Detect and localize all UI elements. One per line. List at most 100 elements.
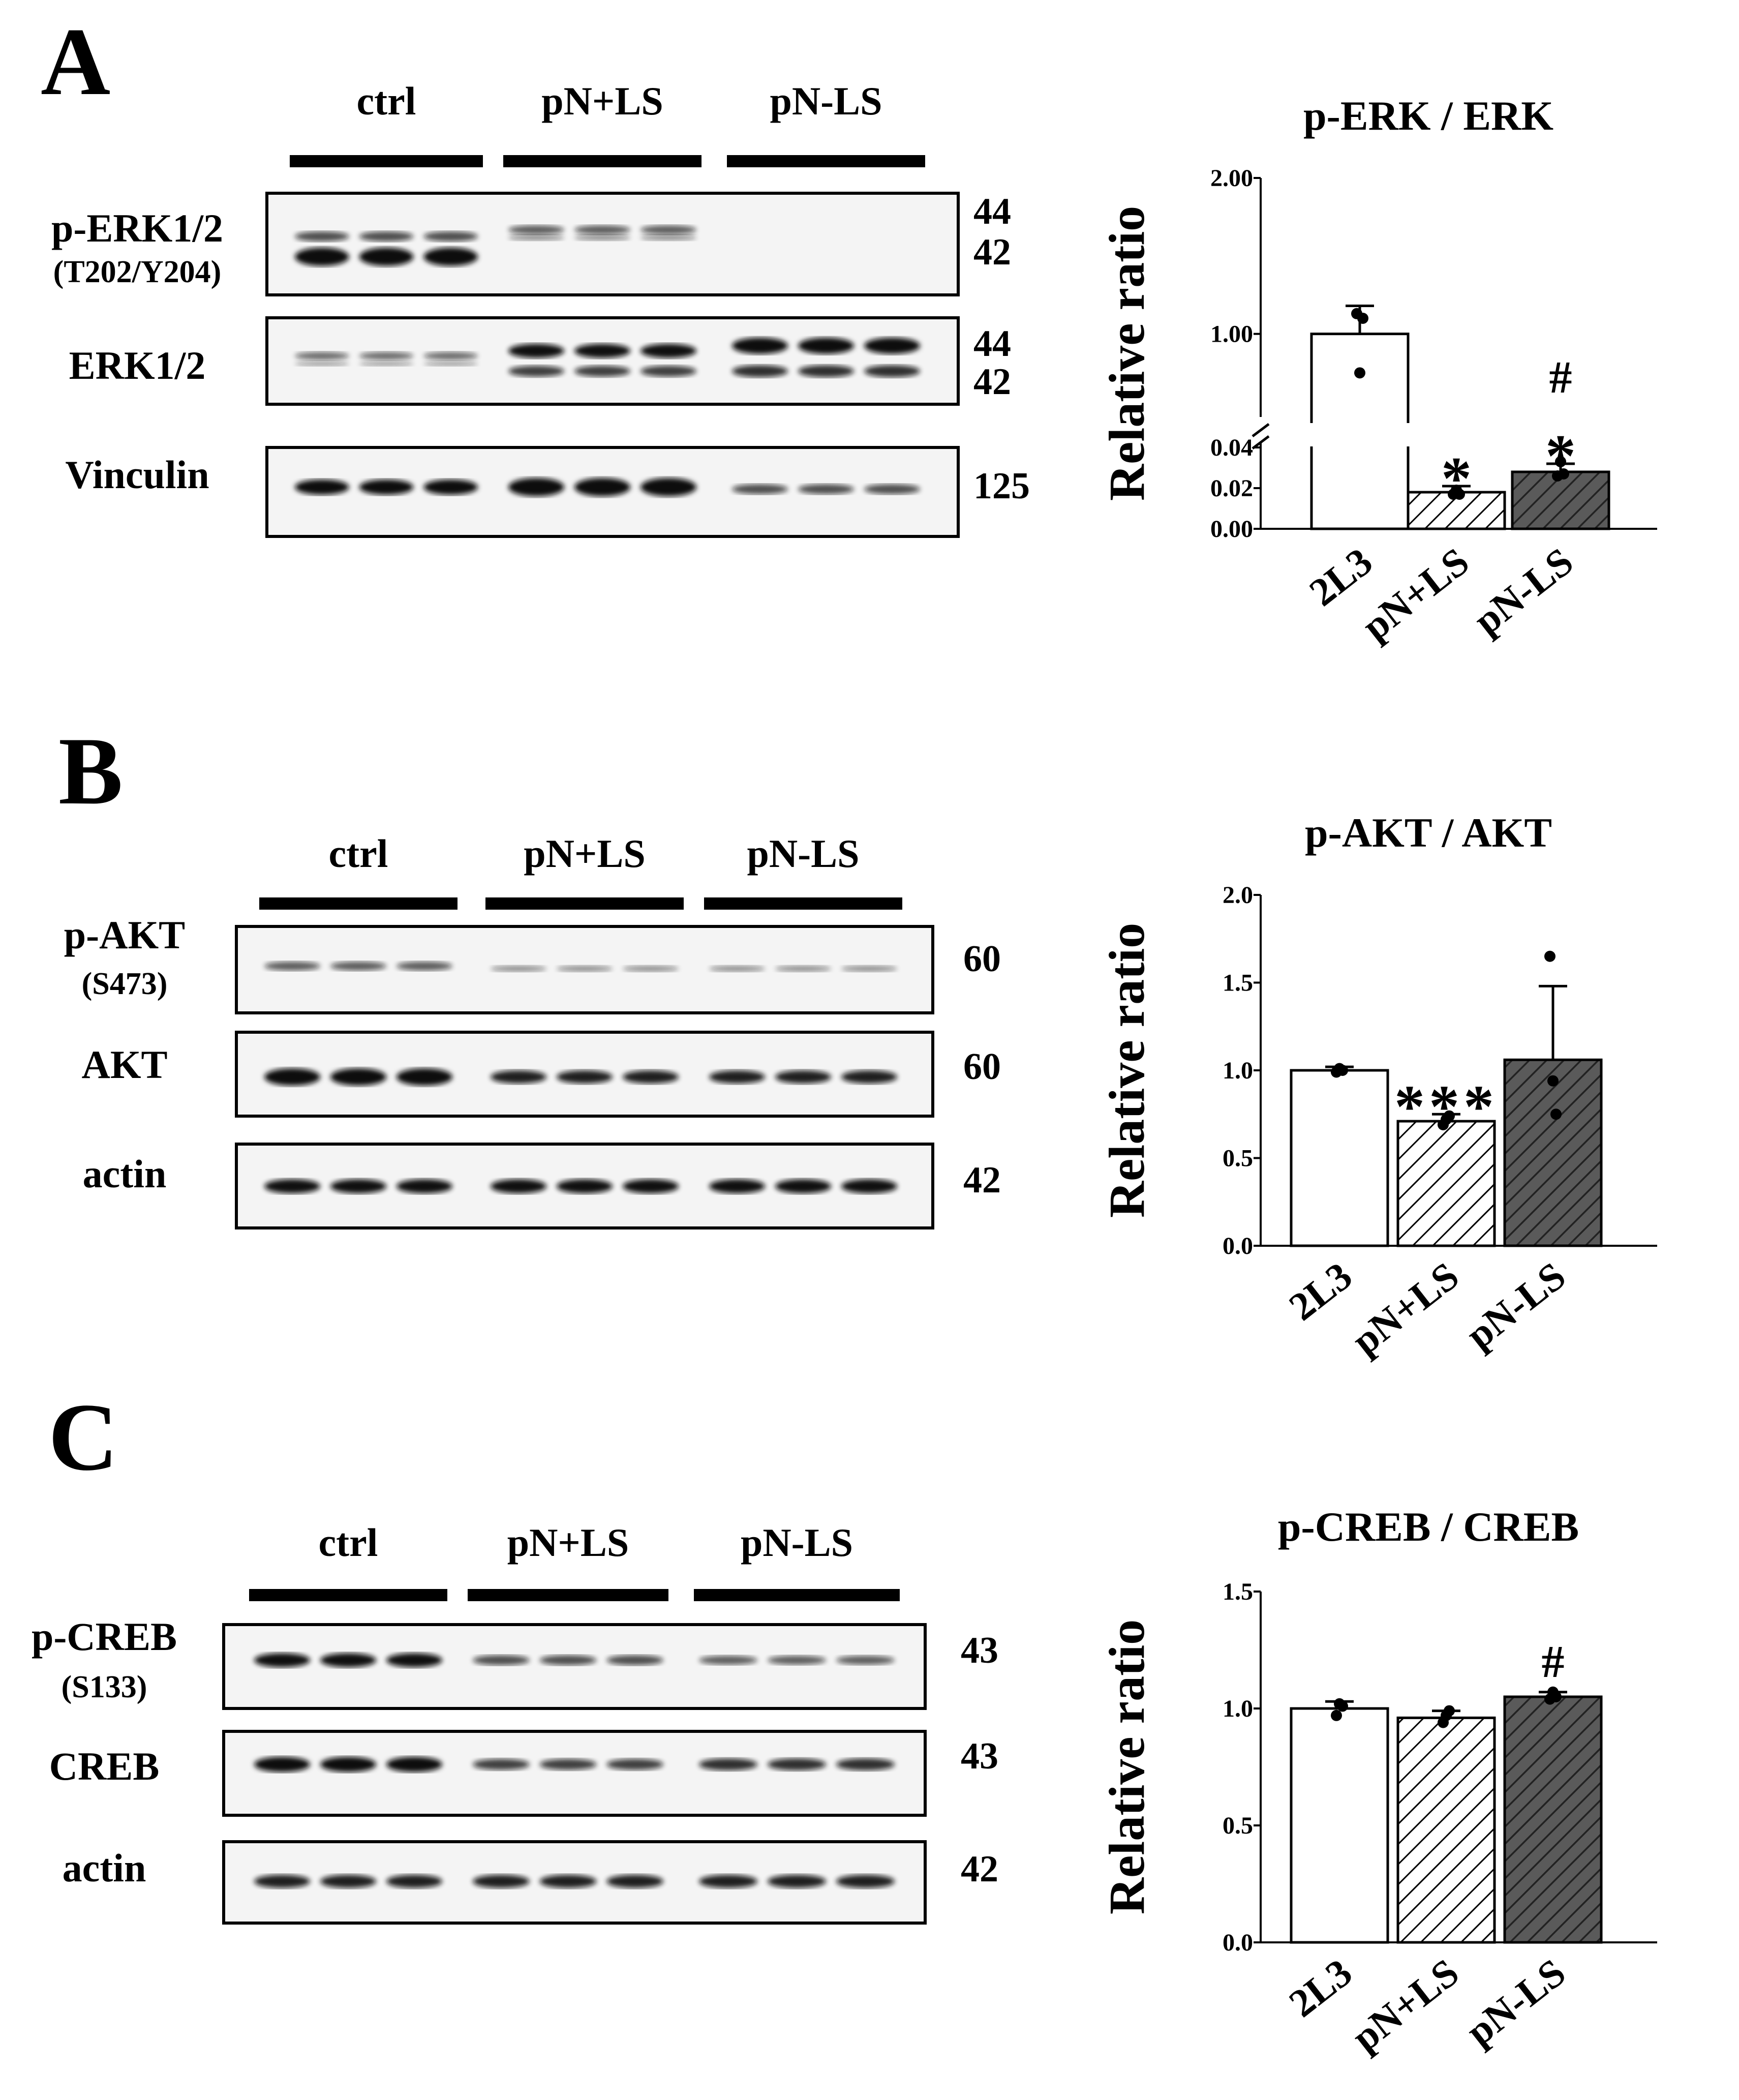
blot-band <box>396 1179 452 1193</box>
blot-band <box>557 966 613 972</box>
blot-mw-marker: 42 <box>961 1848 998 1890</box>
blot-band <box>768 1758 826 1771</box>
blot-band <box>539 1655 597 1665</box>
chart-title: p-ERK / ERK <box>1303 93 1553 139</box>
blot-band <box>491 966 546 972</box>
blot-row-sublabel: (S473) <box>82 967 168 1001</box>
blot-band <box>732 484 788 494</box>
blot-band <box>768 1875 826 1888</box>
x-category-label: pN-LS <box>1458 1253 1574 1358</box>
significance-mark: # <box>1549 352 1572 403</box>
blot-band <box>557 1070 613 1084</box>
bar-pn-ls <box>1503 1695 1603 1944</box>
blot-band <box>557 1179 613 1193</box>
blot-band <box>798 484 854 494</box>
blot-band <box>254 1757 310 1772</box>
blot-band <box>709 966 765 972</box>
y-axis-label: Relative ratio <box>1099 1619 1155 1914</box>
x-category-label: 2L3 <box>1280 1253 1360 1329</box>
y-tick-label: 0.0 <box>1223 1233 1253 1259</box>
blot-band <box>623 1070 679 1084</box>
blot-mw-marker: 125 <box>973 465 1030 507</box>
blot-band <box>295 248 349 266</box>
x-category-label: 2L3 <box>1280 1950 1360 2026</box>
x-category-label: pN-LS <box>1466 539 1581 643</box>
blot-band <box>574 478 630 496</box>
x-category-label: pN-LS <box>1458 1950 1574 2054</box>
blot-band <box>254 1653 310 1667</box>
blot-group-bar <box>259 897 457 910</box>
blot-band <box>574 366 630 377</box>
blot-group-label: pN+LS <box>507 1520 629 1565</box>
blot-band <box>623 1179 679 1193</box>
blot-band <box>386 1875 442 1888</box>
blot-band <box>473 1655 530 1665</box>
bar-pn-ls <box>1396 1716 1496 1944</box>
data-point <box>1544 950 1555 962</box>
blot-band <box>295 352 349 360</box>
blot-band <box>798 338 854 354</box>
blot-band <box>836 1875 895 1888</box>
blot-group-label: pN+LS <box>541 79 663 123</box>
blot-mw-marker: 44 <box>973 323 1011 365</box>
y-tick-label: 1.5 <box>1223 1578 1253 1605</box>
blot-group-label: pN-LS <box>747 831 859 876</box>
significance-mark: * <box>1441 444 1472 512</box>
blot-band <box>709 1070 765 1084</box>
significance-mark: # <box>1542 1637 1565 1687</box>
y-tick-label: 0.04 <box>1210 434 1253 461</box>
blot-band <box>699 1758 757 1771</box>
blot-group-label: ctrl <box>357 79 416 123</box>
blot-row-sublabel: (S133) <box>62 1670 147 1704</box>
blot-mw-marker: 42 <box>973 231 1011 273</box>
blot-band <box>386 1757 442 1772</box>
panel-letter-c: C <box>48 1384 118 1491</box>
y-axis-label: Relative ratio <box>1099 923 1155 1218</box>
blot-panel-a: ctrl pN+LS pN-LSp-ERK1/2(T202/Y204)4442ERK… <box>51 79 1030 538</box>
blot-row-label: Vinculin <box>65 453 209 497</box>
blot-mw-marker: 43 <box>961 1630 998 1671</box>
blot-band <box>491 1070 546 1084</box>
blot-band <box>732 365 788 377</box>
bar-2l3 <box>1290 1707 1389 1944</box>
blot-band <box>640 344 696 358</box>
blot-group-bar <box>503 155 701 167</box>
blot-band <box>473 1759 530 1770</box>
y-tick-label: 0.00 <box>1210 516 1253 543</box>
blot-band <box>798 365 854 377</box>
blot-group-label: pN-LS <box>770 79 882 123</box>
blot-band <box>606 1875 663 1888</box>
data-point <box>1454 489 1465 500</box>
bar-charts: p-ERK / ERK Relative ratio 0.00 0.02 0.04 1.0… <box>1099 93 1657 2060</box>
blot-panel-c: ctrl pN+LS pN-LS p-CREB (S133) 43 CREB 43 actin 4… <box>32 1520 998 1925</box>
bar-pn-ls <box>1511 470 1610 530</box>
blot-band <box>699 1875 757 1888</box>
blot-membrane <box>265 192 960 296</box>
blot-band <box>709 1179 765 1193</box>
blot-band <box>640 234 696 241</box>
blot-mw-marker: 60 <box>963 1046 1001 1088</box>
blot-band <box>320 1757 376 1772</box>
chart-title: p-AKT / AKT <box>1305 809 1552 856</box>
blot-band <box>508 366 564 377</box>
blot-band <box>359 248 414 266</box>
blot-band <box>295 231 349 242</box>
blot-group-bar <box>249 1589 447 1601</box>
blot-group-label: ctrl <box>319 1520 378 1565</box>
bar-break-gap <box>1309 423 1410 446</box>
blot-band <box>264 962 320 971</box>
blot-group-bar <box>468 1589 668 1601</box>
significance-mark: * <box>1545 422 1576 490</box>
blot-mw-marker: 42 <box>963 1159 1001 1201</box>
blot-band <box>606 1759 663 1770</box>
y-tick-label: 1.00 <box>1210 321 1253 348</box>
bar-2l3 <box>1290 1069 1389 1247</box>
blot-band <box>841 966 897 972</box>
chart-3: p-CREB / CREB Relative ratio 0.0 0.5 1.0 1.5 2… <box>1099 1504 1657 2060</box>
blot-row-label: actin <box>83 1152 167 1196</box>
blot-band <box>508 478 564 496</box>
data-point <box>1331 1709 1342 1721</box>
y-tick-label: 1.0 <box>1223 1695 1253 1722</box>
blot-band <box>423 352 478 360</box>
blot-mw-marker: 44 <box>973 191 1011 232</box>
